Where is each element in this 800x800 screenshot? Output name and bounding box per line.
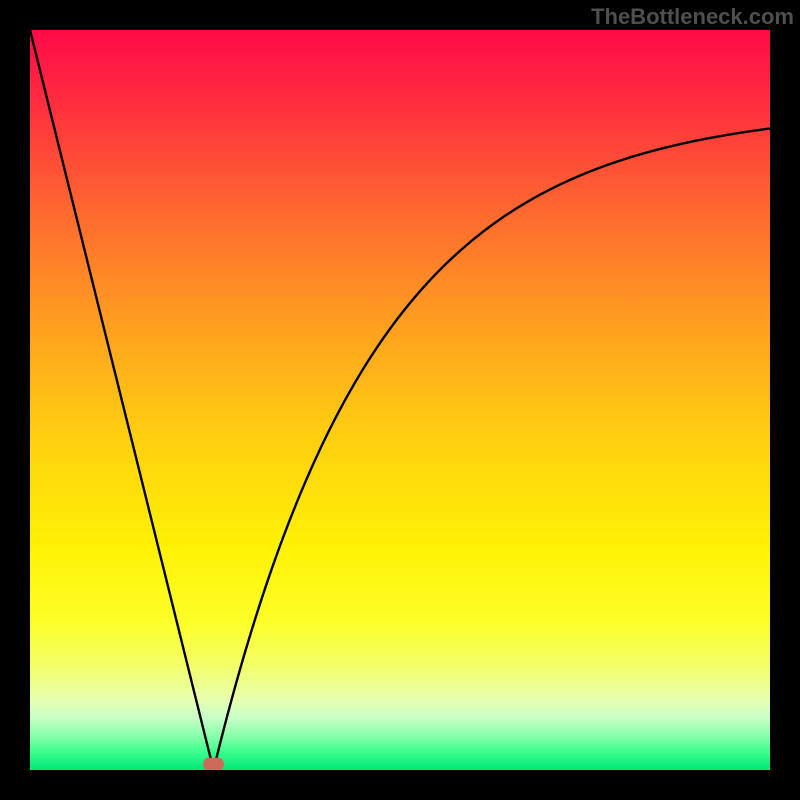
plot-area — [30, 30, 770, 770]
gradient-background — [30, 30, 770, 770]
watermark-text: TheBottleneck.com — [591, 4, 794, 30]
chart-container: TheBottleneck.com — [0, 0, 800, 800]
minimum-marker — [203, 758, 224, 770]
chart-svg — [30, 30, 770, 770]
